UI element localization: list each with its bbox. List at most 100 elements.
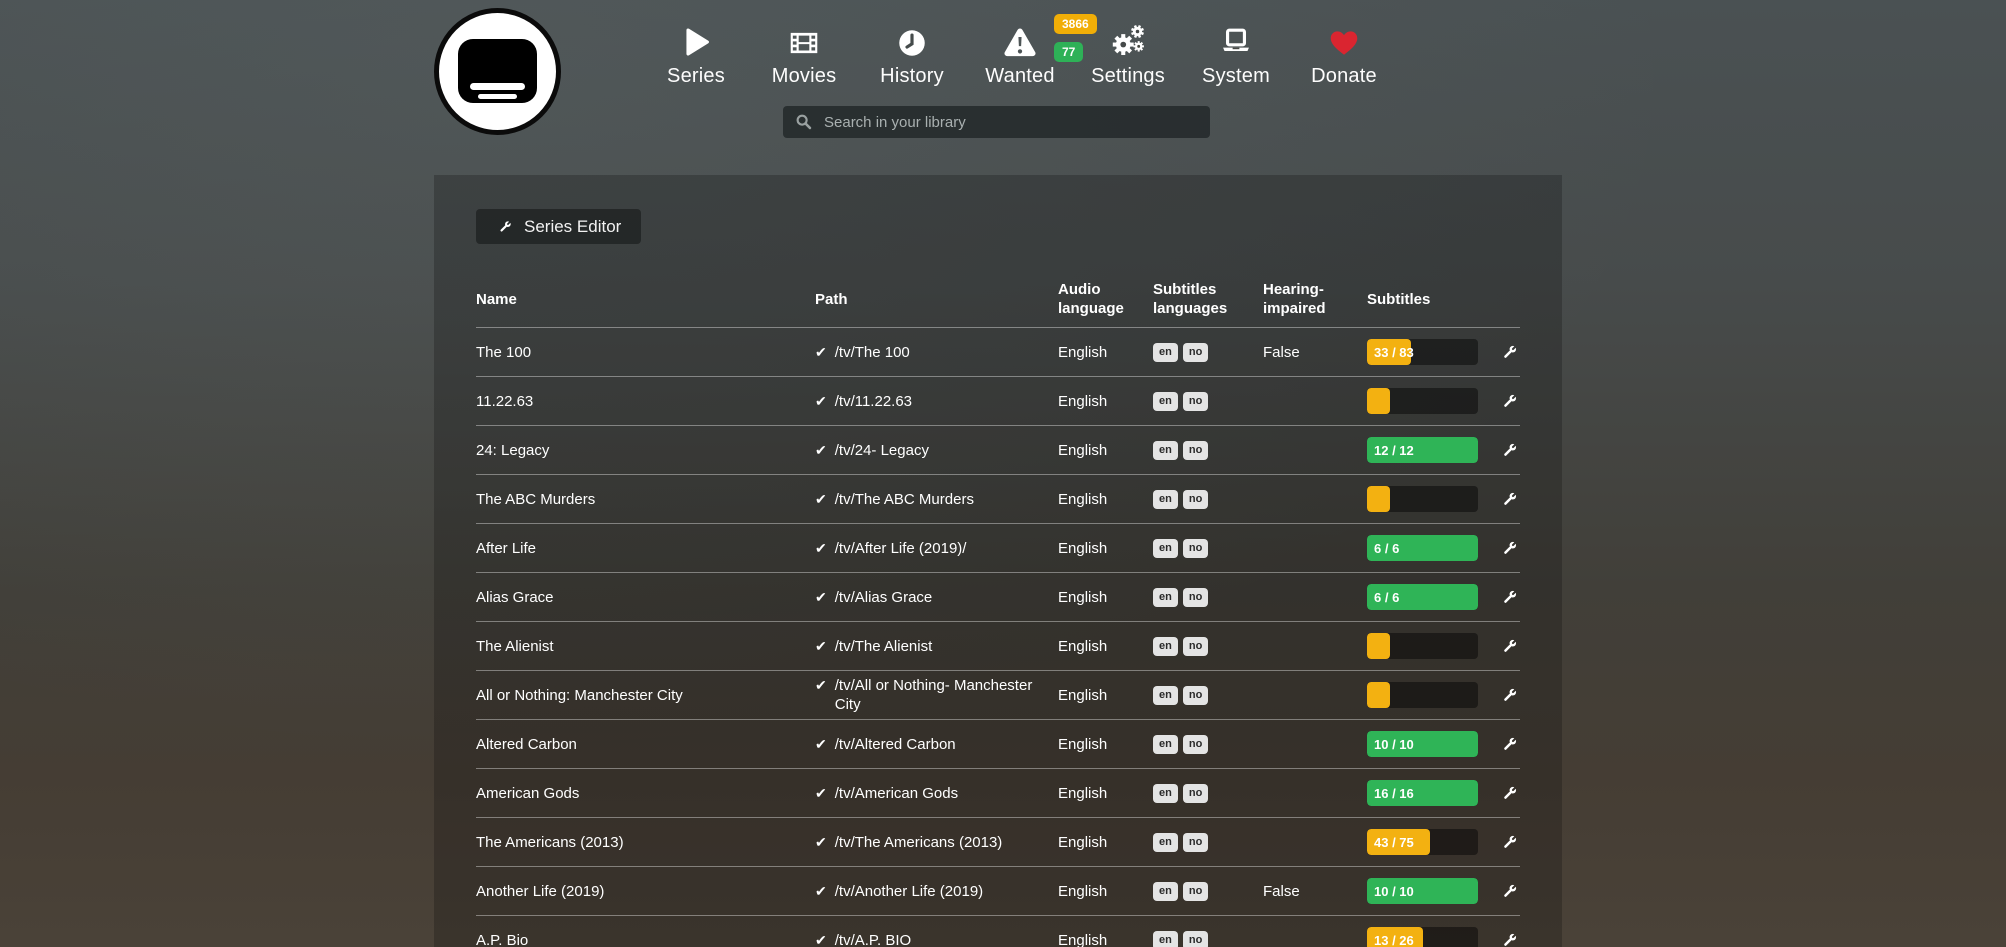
language-badge: en xyxy=(1153,489,1178,509)
edit-series-button[interactable] xyxy=(1499,587,1520,608)
edit-series-button[interactable] xyxy=(1499,636,1520,657)
progress-fill: 43 / 75 xyxy=(1367,829,1431,855)
progress-track: 10 / 10 xyxy=(1367,878,1478,904)
audio-language-value: English xyxy=(1058,490,1108,508)
nav-movies[interactable]: Movies xyxy=(750,20,858,88)
nav-movies-label: Movies xyxy=(771,65,837,87)
series-name-link[interactable]: Alias Grace xyxy=(476,588,554,606)
series-name-link[interactable]: The Alienist xyxy=(476,637,554,655)
table-row: A.P. Bio ✔/tv/A.P. BIO English en no 13 / 26 xyxy=(476,915,1520,947)
nav-settings[interactable]: Settings xyxy=(1074,20,1182,88)
audio-language-value: English xyxy=(1058,833,1108,851)
edit-series-button[interactable] xyxy=(1499,783,1520,804)
progress-fill xyxy=(1367,486,1391,512)
header-hearing-impaired: Hearing-impaired xyxy=(1263,281,1326,317)
nav-system-label: System xyxy=(1202,65,1270,87)
progress-label: 10 / 10 xyxy=(1374,736,1414,752)
edit-series-button[interactable] xyxy=(1499,391,1520,412)
series-name-link[interactable]: The 100 xyxy=(476,343,532,361)
series-name-link[interactable]: 24: Legacy xyxy=(476,441,550,459)
wrench-icon xyxy=(1499,440,1520,461)
nav-donate-label: Donate xyxy=(1311,65,1377,87)
check-icon: ✔ xyxy=(815,931,827,947)
subtitle-languages: en no xyxy=(1153,930,1263,947)
nav-series[interactable]: Series xyxy=(642,20,750,88)
header-path: Path xyxy=(815,290,848,308)
nav-series-label: Series xyxy=(667,65,725,87)
language-badge: en xyxy=(1153,783,1178,803)
wanted-series-count-badge: 3866 xyxy=(1054,14,1097,34)
wrench-icon xyxy=(1499,930,1520,947)
series-name-link[interactable]: Another Life (2019) xyxy=(476,882,605,900)
edit-series-button[interactable] xyxy=(1499,342,1520,363)
series-name-link[interactable]: A.P. Bio xyxy=(476,931,529,947)
series-path: ✔/tv/The 100 xyxy=(815,343,910,361)
subtitle-languages: en no xyxy=(1153,440,1263,460)
film-icon xyxy=(787,20,821,60)
nav-wanted-label: Wanted xyxy=(985,65,1055,87)
progress-label: 33 / 83 xyxy=(1374,344,1414,360)
edit-series-button[interactable] xyxy=(1499,538,1520,559)
audio-language-value: English xyxy=(1058,539,1108,557)
series-name-link[interactable]: American Gods xyxy=(476,784,580,802)
subtitle-languages: en no xyxy=(1153,636,1263,656)
table-row: Alias Grace ✔/tv/Alias Grace English en no 6 … xyxy=(476,572,1520,621)
clock-icon xyxy=(895,20,929,60)
subtitle-languages: en no xyxy=(1153,881,1263,901)
series-name-link[interactable]: After Life xyxy=(476,539,537,557)
language-badge: en xyxy=(1153,342,1178,362)
series-name-link[interactable]: 11.22.63 xyxy=(476,392,534,410)
wrench-icon xyxy=(1499,636,1520,657)
edit-series-button[interactable] xyxy=(1499,489,1520,510)
progress-fill xyxy=(1367,388,1391,414)
check-icon: ✔ xyxy=(815,637,827,654)
subtitles-progress: 33 / 83 xyxy=(1367,339,1490,365)
wrench-icon xyxy=(1499,685,1520,706)
subtitle-languages: en no xyxy=(1153,685,1263,705)
edit-series-button[interactable] xyxy=(1499,734,1520,755)
series-path: ✔/tv/24- Legacy xyxy=(815,441,929,459)
main-nav: Series Movies History Wanted 3866 77 xyxy=(642,14,1398,88)
series-editor-label: Series Editor xyxy=(524,216,622,236)
series-name-link[interactable]: The Americans (2013) xyxy=(476,833,624,851)
wrench-icon xyxy=(1499,832,1520,853)
edit-series-button[interactable] xyxy=(1499,685,1520,706)
series-editor-button[interactable]: Series Editor xyxy=(476,209,642,244)
check-icon: ✔ xyxy=(815,588,827,605)
series-table-body: The 100 ✔/tv/The 100 English en no False 33 / … xyxy=(476,327,1520,947)
edit-series-button[interactable] xyxy=(1499,930,1520,947)
series-path: ✔/tv/The Alienist xyxy=(815,637,933,655)
nav-wanted[interactable]: Wanted 3866 77 xyxy=(966,14,1097,88)
wrench-icon xyxy=(1499,342,1520,363)
edit-series-button[interactable] xyxy=(1499,440,1520,461)
series-name-link[interactable]: Altered Carbon xyxy=(476,735,577,753)
series-name-link[interactable]: The ABC Murders xyxy=(476,490,596,508)
audio-language-value: English xyxy=(1058,931,1108,947)
library-search xyxy=(783,106,1210,138)
language-badge: en xyxy=(1153,636,1178,656)
progress-fill: 12 / 12 xyxy=(1367,437,1478,463)
series-name-link[interactable]: All or Nothing: Manchester City xyxy=(476,686,683,704)
edit-series-button[interactable] xyxy=(1499,881,1520,902)
bazarr-logo[interactable] xyxy=(434,8,561,135)
subtitles-progress: 6 / 6 xyxy=(1367,584,1490,610)
table-row: The Americans (2013) ✔/tv/The Americans (… xyxy=(476,817,1520,866)
progress-fill: 33 / 83 xyxy=(1367,339,1414,365)
nav-system[interactable]: System xyxy=(1182,20,1290,88)
series-table-header: Name Path Audio language Subtitles langu… xyxy=(476,271,1520,327)
check-icon: ✔ xyxy=(815,441,827,458)
progress-label: 12 / 12 xyxy=(1374,442,1414,458)
subtitle-languages: en no xyxy=(1153,734,1263,754)
search-input[interactable] xyxy=(822,112,1210,132)
check-icon: ✔ xyxy=(815,539,827,556)
progress-label: 10 / 10 xyxy=(1374,883,1414,899)
table-row: Altered Carbon ✔/tv/Altered Carbon English… xyxy=(476,719,1520,768)
wanted-movies-count-badge: 77 xyxy=(1054,42,1084,62)
nav-donate[interactable]: Donate xyxy=(1290,20,1398,88)
language-badge: no xyxy=(1182,930,1209,947)
nav-history[interactable]: History xyxy=(858,20,966,88)
edit-series-button[interactable] xyxy=(1499,832,1520,853)
hearing-impaired-value: False xyxy=(1263,882,1300,900)
progress-fill xyxy=(1367,682,1391,708)
